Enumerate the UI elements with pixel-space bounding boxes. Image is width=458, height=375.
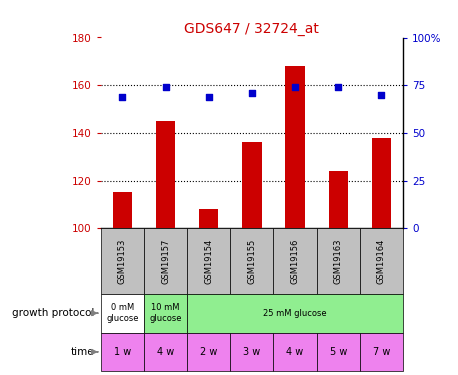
Point	[248, 90, 256, 96]
Point	[335, 84, 342, 90]
Bar	[316, 333, 360, 371]
Text: GSM19163: GSM19163	[334, 238, 343, 284]
Text: GSM19164: GSM19164	[377, 238, 386, 284]
Text: GSM19155: GSM19155	[247, 238, 256, 284]
Point	[378, 92, 385, 98]
Bar	[230, 333, 273, 371]
Bar	[273, 228, 316, 294]
Text: 10 mM
glucose: 10 mM glucose	[149, 303, 182, 323]
Text: GSM19153: GSM19153	[118, 238, 127, 284]
Bar	[144, 294, 187, 333]
Bar	[101, 228, 144, 294]
Text: growth protocol: growth protocol	[12, 308, 95, 318]
Bar	[316, 228, 360, 294]
Bar	[187, 294, 403, 333]
Text: GSM19154: GSM19154	[204, 238, 213, 284]
Point	[291, 84, 299, 90]
Text: 4 w: 4 w	[286, 347, 304, 357]
Bar	[360, 333, 403, 371]
Text: 7 w: 7 w	[373, 347, 390, 357]
Text: 25 mM glucose: 25 mM glucose	[263, 309, 327, 318]
Text: 4 w: 4 w	[157, 347, 174, 357]
Bar	[144, 333, 187, 371]
Text: GSM19156: GSM19156	[290, 238, 300, 284]
Bar	[144, 228, 187, 294]
Text: time: time	[71, 347, 95, 357]
Bar	[156, 121, 175, 228]
Point	[119, 94, 126, 100]
Text: 2 w: 2 w	[200, 347, 218, 357]
Bar	[285, 66, 305, 228]
Text: 3 w: 3 w	[243, 347, 261, 357]
Point	[205, 94, 213, 100]
Bar	[101, 294, 144, 333]
Bar	[199, 209, 218, 228]
Bar	[328, 171, 348, 228]
Text: 1 w: 1 w	[114, 347, 131, 357]
Text: 0 mM
glucose: 0 mM glucose	[106, 303, 139, 323]
Bar	[187, 333, 230, 371]
Text: 5 w: 5 w	[330, 347, 347, 357]
Bar	[372, 138, 391, 228]
Text: GSM19157: GSM19157	[161, 238, 170, 284]
Bar	[101, 333, 144, 371]
Bar	[242, 142, 262, 228]
Bar	[273, 333, 316, 371]
Title: GDS647 / 32724_at: GDS647 / 32724_at	[185, 22, 319, 36]
Bar	[360, 228, 403, 294]
Point	[162, 84, 169, 90]
Bar	[187, 228, 230, 294]
Bar	[113, 192, 132, 228]
Bar	[230, 228, 273, 294]
